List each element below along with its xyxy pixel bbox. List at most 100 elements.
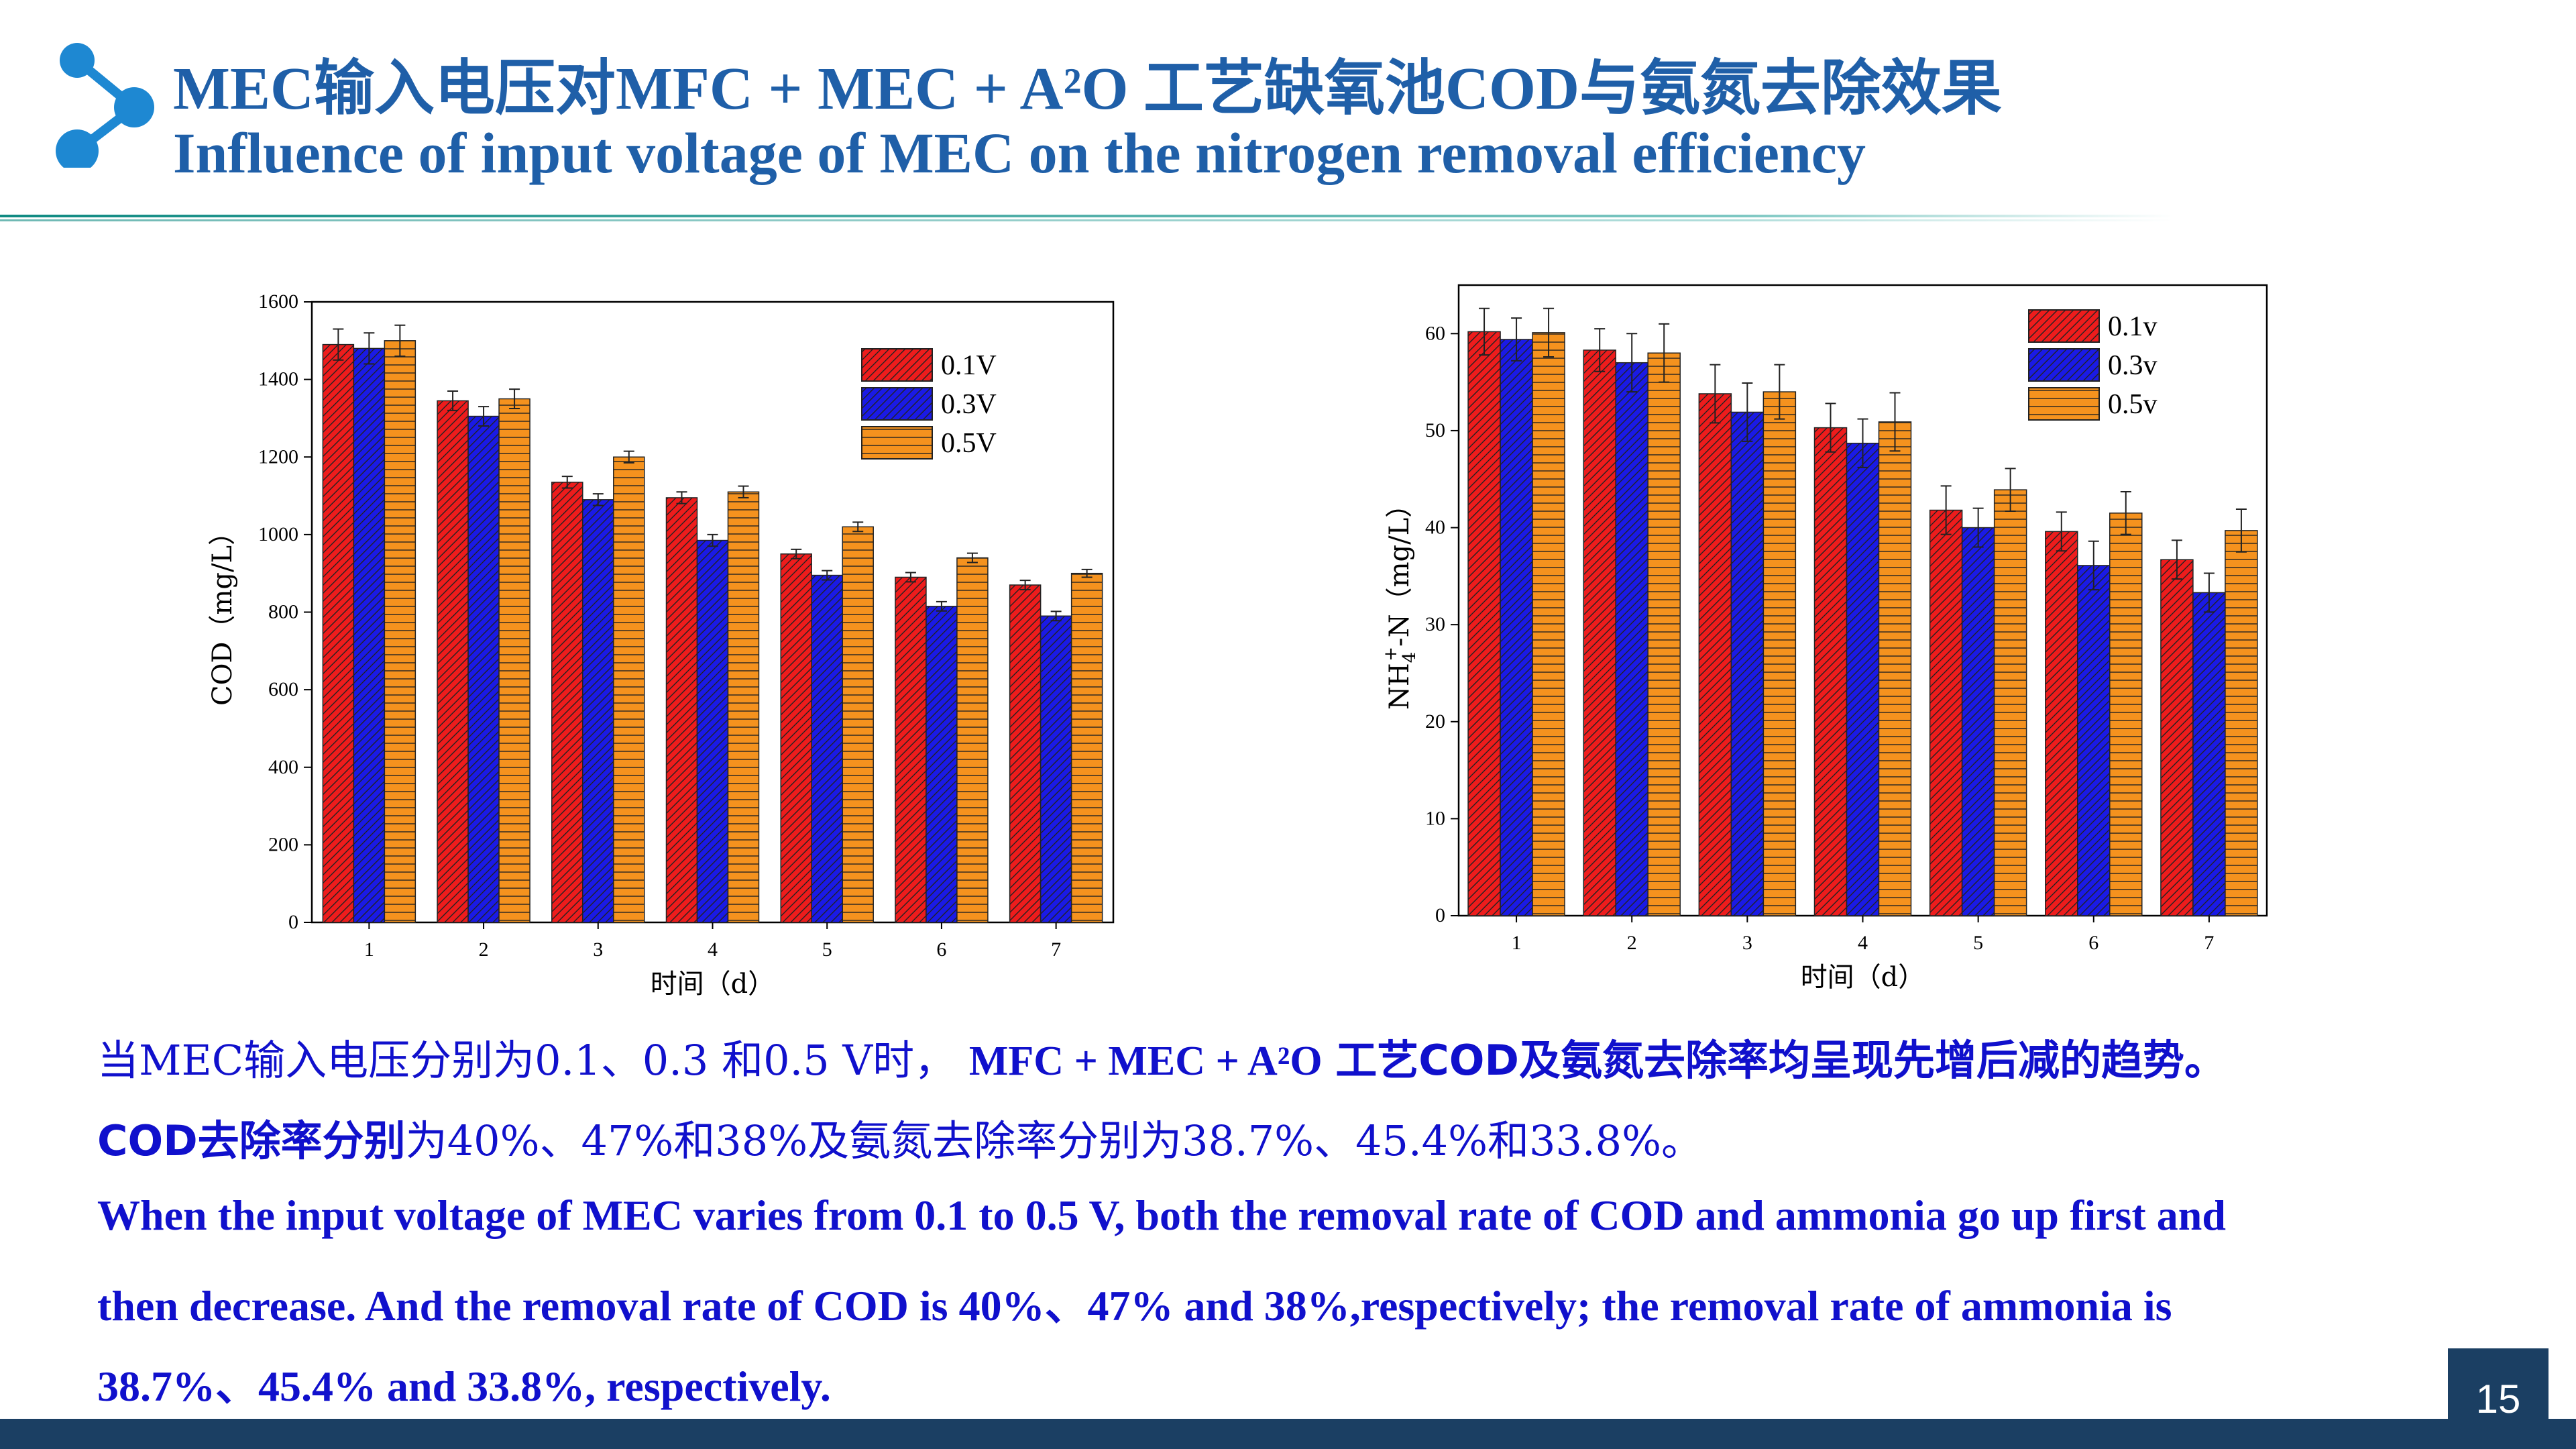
legend-swatch-0.3v: [2028, 348, 2100, 382]
y-tick-label: 0: [1435, 904, 1445, 926]
bar-0.5V-day-4: [727, 491, 760, 923]
cod-chart-svg: 0 200 400 600 800 1000 1200 1400 1600 1 2 3 4 5 6 7 时间（d…: [207, 290, 1115, 1000]
y-tick-label: 60: [1425, 322, 1445, 344]
x-tick-label: 4: [708, 938, 718, 961]
y-tick-label: 1000: [258, 523, 298, 545]
y-tick-label: 800: [268, 601, 298, 623]
legend-label: 0.5v: [2108, 389, 2158, 420]
legend-label: 0.1V: [941, 350, 997, 381]
y-tick-label: 1200: [258, 445, 298, 468]
legend-swatch-0.5V: [861, 426, 933, 460]
body-line-3: When the input voltage of MEC varies fro…: [97, 1191, 2226, 1239]
footer-bar: [0, 1419, 2576, 1449]
y-tick-label: 600: [268, 678, 298, 700]
legend-label: 0.1v: [2108, 311, 2158, 342]
bar-0.3v-day-5: [1961, 527, 1995, 916]
bar-0.3V-day-1: [353, 347, 386, 923]
legend-label: 0.5V: [941, 428, 997, 459]
y-tick-label: 20: [1425, 710, 1445, 733]
x-tick-label: 7: [1051, 938, 1061, 961]
bar-0.1V-day-5: [780, 553, 812, 923]
bar-0.5V-day-2: [498, 398, 530, 923]
y-tick-label: 200: [268, 833, 298, 855]
bar-0.1v-day-1: [1467, 331, 1501, 916]
bar-0.5V-day-6: [956, 557, 989, 923]
x-tick-label: 3: [1742, 932, 1752, 954]
page-subtitle: Influence of input voltage of MEC on the…: [173, 121, 1866, 185]
body-line-1-part-a: 当MEC输入电压分别为0.1、0.3 和0.5 V时，: [97, 1036, 956, 1085]
body-line-1-part-b: MFC + MEC + A²O: [968, 1038, 1323, 1084]
bar-0.1v-day-3: [1698, 393, 1732, 916]
y-tick-label: 1400: [258, 368, 298, 390]
header-divider: [0, 215, 2173, 221]
bar-0.5v-day-7: [2225, 530, 2258, 916]
bar-0.1v-day-4: [1813, 427, 1848, 916]
legend-swatch-0.1v: [2028, 309, 2100, 343]
bar-0.1V-day-4: [665, 497, 698, 923]
legend-swatch-0.1V: [861, 348, 933, 382]
bar-0.5v-day-1: [1532, 332, 1565, 916]
bar-0.5V-day-3: [613, 456, 645, 923]
legend-swatch-0.3V: [861, 387, 933, 421]
body-line-2-part-a: COD去除率分别: [97, 1116, 406, 1165]
x-tick-label: 6: [936, 938, 946, 961]
bar-0.1v-day-7: [2160, 559, 2194, 916]
bar-0.5V-day-1: [384, 340, 416, 923]
bar-0.5v-day-5: [1993, 489, 2027, 916]
legend-label: 0.3v: [2108, 350, 2158, 381]
bar-0.3v-day-6: [2077, 565, 2111, 916]
bar-0.5v-day-3: [1762, 391, 1797, 916]
body-line-1: 当MEC输入电压分别为0.1、0.3 和0.5 V时， MFC + MEC + …: [97, 1026, 2538, 1087]
bar-0.1V-day-3: [551, 482, 583, 923]
bar-0.3v-day-3: [1730, 411, 1765, 916]
x-tick-label: 7: [2204, 932, 2214, 954]
bar-0.3V-day-2: [467, 415, 500, 923]
x-tick-label: 1: [364, 938, 374, 961]
y-tick-label: 30: [1425, 613, 1445, 635]
legend-swatch-0.5v: [2028, 387, 2100, 421]
body-line-5: 38.7%、45.4% and 33.8%, respectively.: [97, 1362, 831, 1410]
body-line-2: COD去除率分别为40%、47%和38%及氨氮去除率分别为38.7%、45.4%…: [97, 1107, 2538, 1167]
bar-0.3v-day-1: [1500, 339, 1533, 916]
x-tick-label: 5: [822, 938, 832, 961]
y-tick-label: 50: [1425, 419, 1445, 441]
body-line-1-part-c: 工艺COD及氨氮去除率均呈现先增后减的趋势。: [1335, 1036, 2226, 1085]
bar-0.3v-day-2: [1615, 362, 1648, 916]
bar-0.1V-day-1: [322, 343, 355, 923]
x-axis-label: 时间（d）: [651, 969, 775, 1000]
y-tick-label: 0: [288, 911, 298, 933]
cod-bar-chart: 0 200 400 600 800 1000 1200 1400 1600 1 2 3 4 5 6 7 时间（d…: [201, 288, 1120, 1000]
bar-0.1v-day-6: [2045, 531, 2078, 916]
bar-0.5V-day-5: [842, 526, 874, 923]
x-tick-label: 6: [2088, 932, 2098, 954]
x-tick-label: 1: [1512, 932, 1522, 954]
bar-0.3V-day-3: [582, 499, 614, 923]
x-tick-label: 2: [479, 938, 489, 961]
body-line-4: then decrease. And the removal rate of C…: [97, 1282, 2172, 1330]
legend-label: 0.3V: [941, 389, 997, 420]
ammonia-bar-chart: 0 10 20 30 40 50 60 1 2 3 4 5 6 7 时间（d） NH4+-N（mg/L） 0.1…: [1361, 282, 2280, 1006]
bar-0.1v-day-5: [1929, 509, 1963, 916]
bar-0.3V-day-6: [926, 606, 958, 923]
x-tick-label: 5: [1973, 932, 1983, 954]
bar-0.5v-day-4: [1878, 421, 1912, 916]
bar-0.5v-day-2: [1647, 352, 1681, 916]
bar-0.5v-day-6: [2109, 513, 2143, 916]
x-tick-label: 4: [1858, 932, 1868, 954]
x-axis-label: 时间（d）: [1801, 962, 1925, 993]
y-axis-label: COD（mg/L）: [207, 519, 238, 706]
bar-0.3v-day-7: [2192, 592, 2226, 916]
bar-0.1V-day-7: [1009, 584, 1042, 923]
page-number: 15: [2448, 1348, 2549, 1449]
y-tick-label: 10: [1425, 807, 1445, 829]
bar-0.3V-day-4: [696, 539, 729, 923]
bar-0.5V-day-7: [1070, 572, 1103, 923]
bar-0.1V-day-6: [895, 576, 927, 923]
bar-0.3V-day-7: [1040, 615, 1072, 923]
y-tick-label: 40: [1425, 517, 1445, 539]
molecule-logo-icon: [56, 43, 154, 168]
y-axis-label: NH4+-N（mg/L）: [1381, 491, 1420, 710]
bar-0.1v-day-2: [1583, 350, 1616, 916]
bar-0.3v-day-4: [1846, 442, 1880, 916]
y-tick-label: 1600: [258, 290, 298, 313]
